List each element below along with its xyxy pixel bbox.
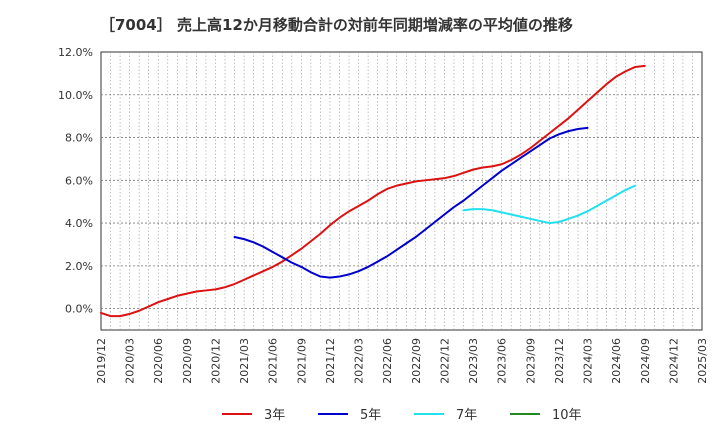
x-tick-label: 2020/12 xyxy=(209,338,222,384)
series-line-0 xyxy=(100,64,646,318)
y-tick-label: 8.0% xyxy=(65,132,93,145)
x-tick-label: 2024/06 xyxy=(610,338,623,384)
legend-label-2: 7年 xyxy=(456,408,477,423)
x-tick-label: 2024/09 xyxy=(639,338,652,384)
y-tick-label: 6.0% xyxy=(65,174,93,187)
series-line-2 xyxy=(462,184,637,225)
x-tick-label: 2023/12 xyxy=(553,338,566,384)
plot-frame xyxy=(100,51,703,331)
y-tick-label: 0.0% xyxy=(65,303,93,316)
y-tick-label: 10.0% xyxy=(58,89,93,102)
legend-layer: 3年 5年 7年 10年 xyxy=(222,408,582,423)
x-tick-label: 2025/03 xyxy=(696,338,709,384)
x-tick-label: 2021/09 xyxy=(295,338,308,384)
y-tick-label: 4.0% xyxy=(65,217,93,230)
x-tick-label: 2022/06 xyxy=(381,338,394,384)
y-tick-label: 12.0% xyxy=(58,46,93,59)
chart-title: ［7004］ 売上高12か月移動合計の対前年同期増減率の平均値の推移 xyxy=(100,16,573,34)
legend-label-0: 3年 xyxy=(264,408,285,423)
x-tick-label: 2022/09 xyxy=(410,338,423,384)
x-tick-label: 2021/12 xyxy=(324,338,337,384)
x-tick-label: 2021/06 xyxy=(267,338,280,384)
series-line-1 xyxy=(233,126,589,279)
x-tick-label: 2019/12 xyxy=(95,338,108,384)
x-tick-label: 2023/09 xyxy=(524,338,537,384)
x-tick-label: 2024/12 xyxy=(667,338,680,384)
legend-label-3: 10年 xyxy=(552,408,582,423)
y-tick-label: 2.0% xyxy=(65,260,93,273)
series-layer xyxy=(100,64,646,318)
x-tick-label: 2023/06 xyxy=(496,338,509,384)
grid-layer xyxy=(100,51,703,331)
x-tick-label: 2023/03 xyxy=(467,338,480,384)
legend-label-1: 5年 xyxy=(360,408,381,423)
x-tick-label: 2022/12 xyxy=(438,338,451,384)
x-tick-label: 2020/03 xyxy=(124,338,137,384)
x-tick-label: 2021/03 xyxy=(238,338,251,384)
x-tick-label: 2022/03 xyxy=(353,338,366,384)
x-tick-label: 2020/09 xyxy=(181,338,194,384)
x-tick-label: 2020/06 xyxy=(152,338,165,384)
x-tick-label: 2024/03 xyxy=(582,338,595,384)
axis-layer: 0.0% 2.0% 4.0% 6.0% 8.0% 10.0% 12.0% 2019/12 202… xyxy=(58,46,709,384)
